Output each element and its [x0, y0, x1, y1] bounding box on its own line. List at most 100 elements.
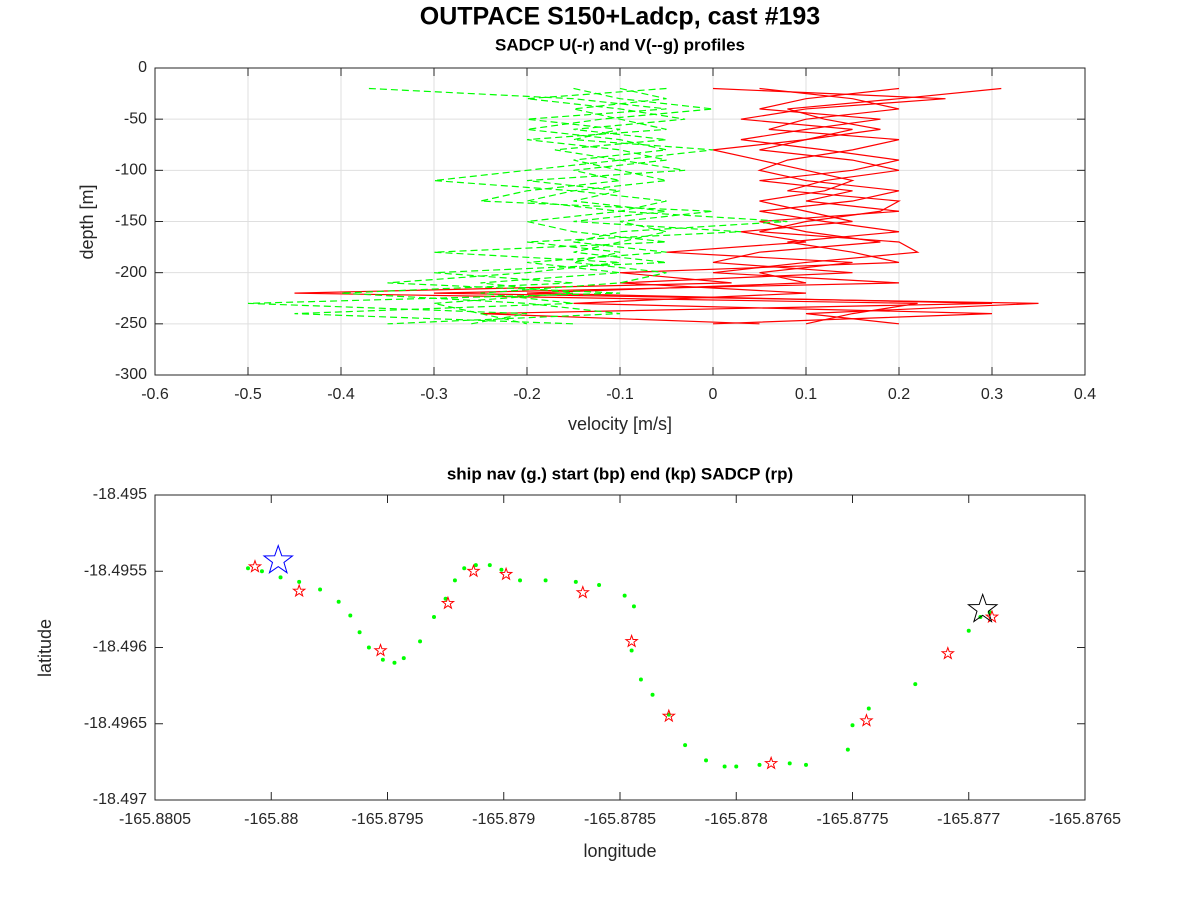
- nav-point: [650, 692, 655, 697]
- nav-point: [432, 615, 436, 619]
- nav-point: [722, 764, 727, 769]
- nav-point: [704, 758, 709, 763]
- y-tick-label: -100: [115, 162, 147, 179]
- y-axis-label: latitude: [35, 619, 55, 677]
- nav-point: [366, 645, 371, 650]
- nav-point: [401, 656, 406, 661]
- star-marker: [966, 592, 999, 623]
- star-marker: [498, 566, 514, 581]
- star-marker: [262, 544, 294, 574]
- x-tick-label: -165.877: [937, 811, 1000, 828]
- x-tick-label: -165.88: [244, 811, 298, 828]
- star-marker: [984, 609, 1000, 624]
- star-marker: [661, 708, 676, 723]
- x-tick-label: 0.4: [1074, 386, 1096, 403]
- nav-point: [757, 762, 762, 767]
- x-tick-label: -165.878: [705, 811, 768, 828]
- x-tick-label: -0.4: [327, 386, 355, 403]
- nav-point: [850, 723, 855, 728]
- chart-title: SADCP U(-r) and V(--g) profiles: [495, 35, 745, 54]
- nav-point: [278, 575, 283, 580]
- nav-point: [913, 682, 918, 687]
- star-marker: [247, 559, 263, 573]
- star-marker: [940, 646, 955, 660]
- x-tick-label: 0.2: [888, 386, 910, 403]
- nav-point: [499, 567, 504, 572]
- x-axis-label: longitude: [583, 841, 656, 861]
- nav-point: [683, 743, 688, 748]
- y-tick-label: -200: [115, 264, 147, 281]
- nav-point: [246, 566, 250, 571]
- nav-point: [543, 578, 548, 583]
- nav-point: [318, 587, 323, 592]
- nav-point: [418, 639, 423, 644]
- star-marker: [373, 643, 388, 657]
- star-marker: [763, 755, 779, 770]
- nav-point: [597, 582, 602, 587]
- nav-point: [622, 593, 627, 598]
- x-tick-label: -165.879: [472, 811, 535, 828]
- x-tick-label: -165.8775: [816, 811, 888, 828]
- figure-title: OUTPACE S150+Ladcp, cast #193: [420, 3, 820, 31]
- profile-line: [480, 87, 993, 325]
- y-tick-label: -250: [115, 315, 147, 332]
- nav-point: [787, 761, 792, 766]
- nav-point: [573, 579, 578, 584]
- nav-point: [518, 578, 523, 583]
- profile-line: [573, 87, 993, 325]
- x-tick-label: -165.8765: [1049, 811, 1121, 828]
- nav-point: [487, 563, 492, 568]
- star-marker: [575, 585, 590, 599]
- x-tick-label: -165.8795: [351, 811, 423, 828]
- nav-point: [966, 628, 971, 633]
- star-marker: [440, 595, 456, 610]
- nav-point: [357, 630, 362, 635]
- nav-point: [259, 569, 264, 574]
- nav-point: [734, 764, 739, 769]
- y-tick-label: -18.4955: [84, 562, 147, 579]
- nav-point: [297, 579, 302, 584]
- star-marker: [859, 713, 874, 727]
- nav-point: [452, 578, 457, 583]
- nav-point: [392, 660, 397, 665]
- nav-point: [631, 604, 636, 609]
- x-tick-label: 0: [709, 386, 718, 403]
- x-tick-label: 0.3: [981, 386, 1003, 403]
- profile-line: [294, 87, 741, 325]
- y-tick-label: -18.496: [93, 639, 147, 656]
- axes-box: [154, 494, 1086, 801]
- y-axis-label: depth [m]: [77, 184, 97, 259]
- y-tick-label: -18.497: [93, 791, 147, 808]
- x-tick-label: -165.8805: [119, 811, 191, 828]
- x-tick-label: -0.2: [513, 386, 541, 403]
- nav-point: [638, 677, 643, 682]
- chart-title: ship nav (g.) start (bp) end (kp) SADCP …: [447, 464, 793, 483]
- nav-point: [845, 747, 850, 752]
- plot-area: [155, 495, 1085, 800]
- profile-line: [247, 87, 714, 325]
- x-tick-label: -0.3: [420, 386, 448, 403]
- x-tick-label: 0.1: [795, 386, 817, 403]
- y-tick-label: 0: [138, 59, 147, 76]
- y-tick-label: -18.495: [93, 486, 147, 503]
- y-tick-label: -300: [115, 366, 147, 383]
- nav-point: [348, 613, 353, 618]
- x-tick-label: -165.8785: [584, 811, 656, 828]
- nav-point: [473, 563, 478, 568]
- nav-point: [866, 706, 871, 711]
- axes-box: [154, 67, 1086, 376]
- nav-point: [380, 657, 385, 662]
- star-marker: [624, 633, 639, 648]
- profile-line: [340, 87, 714, 325]
- nav-point: [804, 762, 808, 767]
- x-tick-label: -0.1: [606, 386, 634, 403]
- y-tick-label: -18.4965: [84, 715, 147, 732]
- nav-point: [629, 648, 634, 653]
- y-tick-label: -50: [124, 110, 147, 127]
- nav-point: [462, 566, 467, 571]
- x-tick-label: -0.5: [234, 386, 262, 403]
- star-marker: [466, 563, 481, 578]
- x-tick-label: -0.6: [141, 386, 169, 403]
- x-axis-label: velocity [m/s]: [568, 414, 672, 434]
